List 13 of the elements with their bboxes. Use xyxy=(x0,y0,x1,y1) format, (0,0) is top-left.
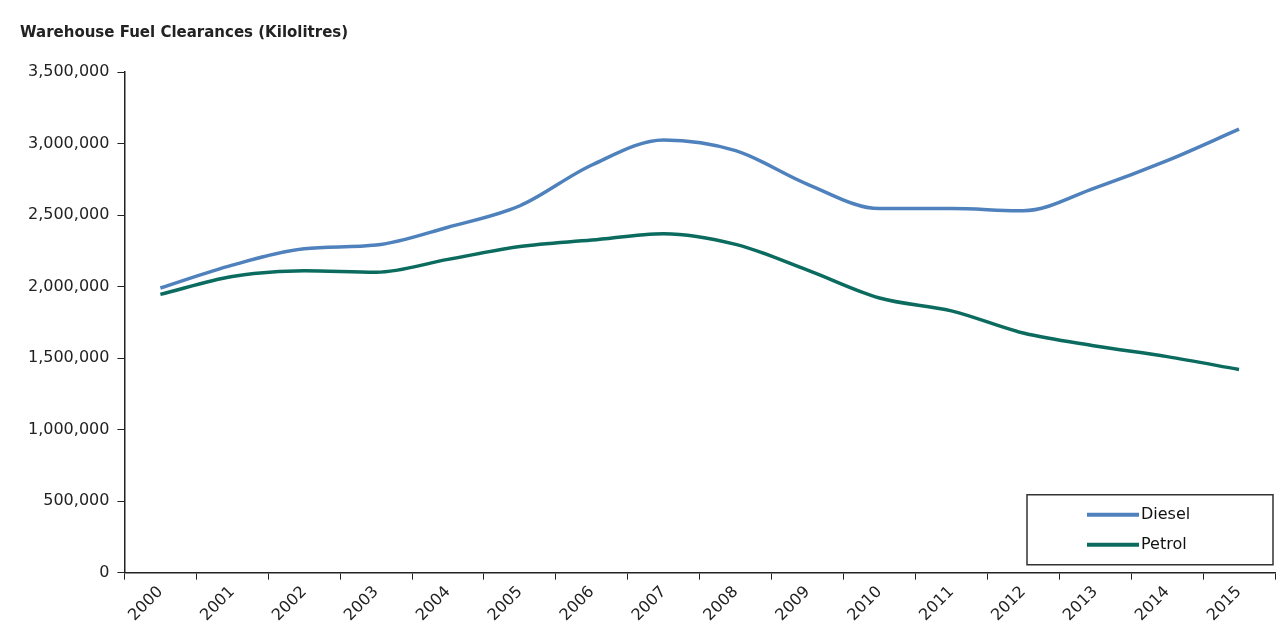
y-tick-label: 2,000,000 xyxy=(27,275,110,295)
y-tick-label: 1,000,000 xyxy=(27,418,110,438)
y-tick-label: 2,500,000 xyxy=(27,204,110,224)
chart-title: Warehouse Fuel Clearances (Kilolitres) xyxy=(20,22,349,41)
y-tick-label: 3,500,000 xyxy=(27,61,110,81)
legend-label: Petrol xyxy=(1141,533,1187,553)
legend-label: Diesel xyxy=(1141,503,1191,523)
line-series xyxy=(158,231,1241,372)
y-tick-label: 1,500,000 xyxy=(27,347,110,367)
line-series xyxy=(158,127,1241,290)
y-tick-label: 500,000 xyxy=(43,490,110,510)
y-tick-label: 3,000,000 xyxy=(27,132,110,152)
y-tick-label: 0 xyxy=(99,561,110,581)
